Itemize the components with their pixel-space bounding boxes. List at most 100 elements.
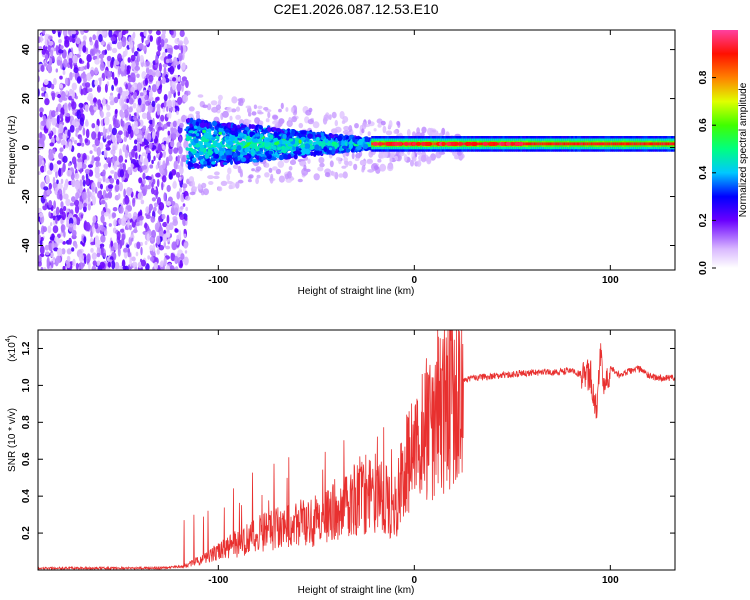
spectrogram-cell xyxy=(291,129,296,135)
spectrogram-cell xyxy=(157,126,163,131)
spectrogram-cell xyxy=(412,141,417,146)
spectrogram-cell xyxy=(96,252,101,258)
spectrogram-cell xyxy=(156,153,160,159)
spectrogram-cell xyxy=(145,263,150,270)
spectrogram-cell xyxy=(121,90,127,100)
spectrogram-cell xyxy=(139,154,144,163)
spectrogram-cell xyxy=(151,100,156,108)
spectrogram-cell xyxy=(153,155,156,161)
spectrogram-cell xyxy=(167,67,171,72)
spectrogram-cell xyxy=(221,122,227,127)
spectrogram-cell xyxy=(149,89,153,99)
spectrogram-cell xyxy=(130,86,135,92)
spectrogram-cell xyxy=(156,129,160,138)
spectrogram-cell xyxy=(45,174,50,184)
spectrogram-cell xyxy=(256,174,261,179)
spectrogram-cell xyxy=(496,142,499,146)
spectrogram-cell xyxy=(110,149,116,155)
spectrogram-cell xyxy=(86,188,90,194)
spectrogram-cell xyxy=(104,49,108,55)
spectrogram-cell xyxy=(206,103,212,111)
spectrogram-cell xyxy=(331,111,337,119)
spectrogram-cell xyxy=(300,136,306,141)
spectrogram-cell xyxy=(83,256,87,264)
colorbar-tick-label: 0.8 xyxy=(698,70,709,84)
spectrogram-cell xyxy=(148,142,153,150)
spectrogram-cell xyxy=(55,136,60,142)
spectrogram-cell xyxy=(620,142,623,146)
spectrogram-cell xyxy=(255,166,262,172)
spectrogram-cell xyxy=(252,138,258,143)
spectrogram-cell xyxy=(58,97,63,103)
spectrogram-cell xyxy=(323,146,328,153)
spectrogram-cell xyxy=(387,124,392,129)
spectrogram-cell xyxy=(113,77,118,86)
spectrogram-cell xyxy=(144,39,149,45)
spectrogram-cell xyxy=(137,52,140,63)
spectrogram-cell xyxy=(425,141,431,146)
spectrogram-cell xyxy=(121,217,126,227)
x-tick-label: 0 xyxy=(412,575,418,586)
y-multiplier: (x104) xyxy=(5,335,18,362)
spectrogram-cell xyxy=(148,74,154,83)
spectrogram-cell xyxy=(189,191,196,196)
spectrogram-cell xyxy=(265,118,270,123)
spectrogram-cell xyxy=(179,122,184,128)
spectrogram-cell xyxy=(94,67,99,75)
spectrogram-cell xyxy=(178,176,182,181)
spectrogram-cell xyxy=(420,141,426,146)
spectrogram-cell xyxy=(91,265,97,270)
spectrogram-cell xyxy=(79,117,84,127)
spectrogram-cell xyxy=(38,154,42,162)
spectrogram-cell xyxy=(367,119,372,125)
spectrogram-cell xyxy=(383,142,386,146)
spectrogram-cell xyxy=(667,142,670,146)
spectrogram-cell xyxy=(106,111,111,118)
spectrogram-cell xyxy=(122,103,128,111)
spectrogram-cell xyxy=(304,143,311,150)
spectrogram-cell xyxy=(132,102,137,109)
spectrogram-cell xyxy=(55,111,59,116)
spectrogram-cell xyxy=(140,246,143,256)
spectrogram-cell xyxy=(176,191,180,200)
spectrogram-cell xyxy=(85,128,90,139)
spectrogram-cell xyxy=(96,84,102,93)
spectrogram-cell xyxy=(274,137,279,141)
spectrogram-cell xyxy=(222,110,229,118)
spectrogram-cell xyxy=(183,140,189,149)
spectrogram-cell xyxy=(594,142,597,146)
spectrogram-cell xyxy=(143,30,147,37)
spectrogram-cell xyxy=(102,97,106,107)
spectrogram-cell xyxy=(154,222,159,232)
spectrogram-cell xyxy=(151,229,157,239)
spectrogram-cell xyxy=(655,142,658,146)
spectrogram-cell xyxy=(92,34,96,41)
spectrogram-cell xyxy=(259,133,264,138)
spectrogram-cell xyxy=(195,111,200,115)
spectrogram-cell xyxy=(287,130,291,136)
spectrogram-cell xyxy=(149,35,153,42)
spectrogram-cell xyxy=(172,106,176,113)
spectrogram-cell xyxy=(118,31,122,39)
spectrogram-cell xyxy=(97,99,102,107)
spectrogram-cell xyxy=(48,200,53,208)
spectrogram-cell xyxy=(58,39,62,44)
spectrogram-cell xyxy=(344,141,348,146)
spectrogram-cell xyxy=(102,221,107,226)
spectrogram-cell xyxy=(99,62,105,71)
spectrogram-cell xyxy=(151,84,157,93)
spectrogram-cell xyxy=(273,131,279,137)
spectrogram-cell xyxy=(77,158,82,163)
spectrogram-cell xyxy=(180,206,184,210)
spectrogram-cell xyxy=(396,120,401,126)
spectrogram-cell xyxy=(97,190,103,199)
spectrogram-cell xyxy=(241,157,247,163)
spectrogram-cell xyxy=(231,108,237,113)
spectrogram-cell xyxy=(176,110,179,116)
spectrogram-cell xyxy=(272,166,278,171)
spectrogram-cell xyxy=(171,99,176,108)
spectrogram-cell xyxy=(332,171,336,177)
spectrogram-cell xyxy=(232,164,239,169)
spectrogram-cell xyxy=(170,252,174,257)
spectrogram-cell xyxy=(82,45,87,53)
